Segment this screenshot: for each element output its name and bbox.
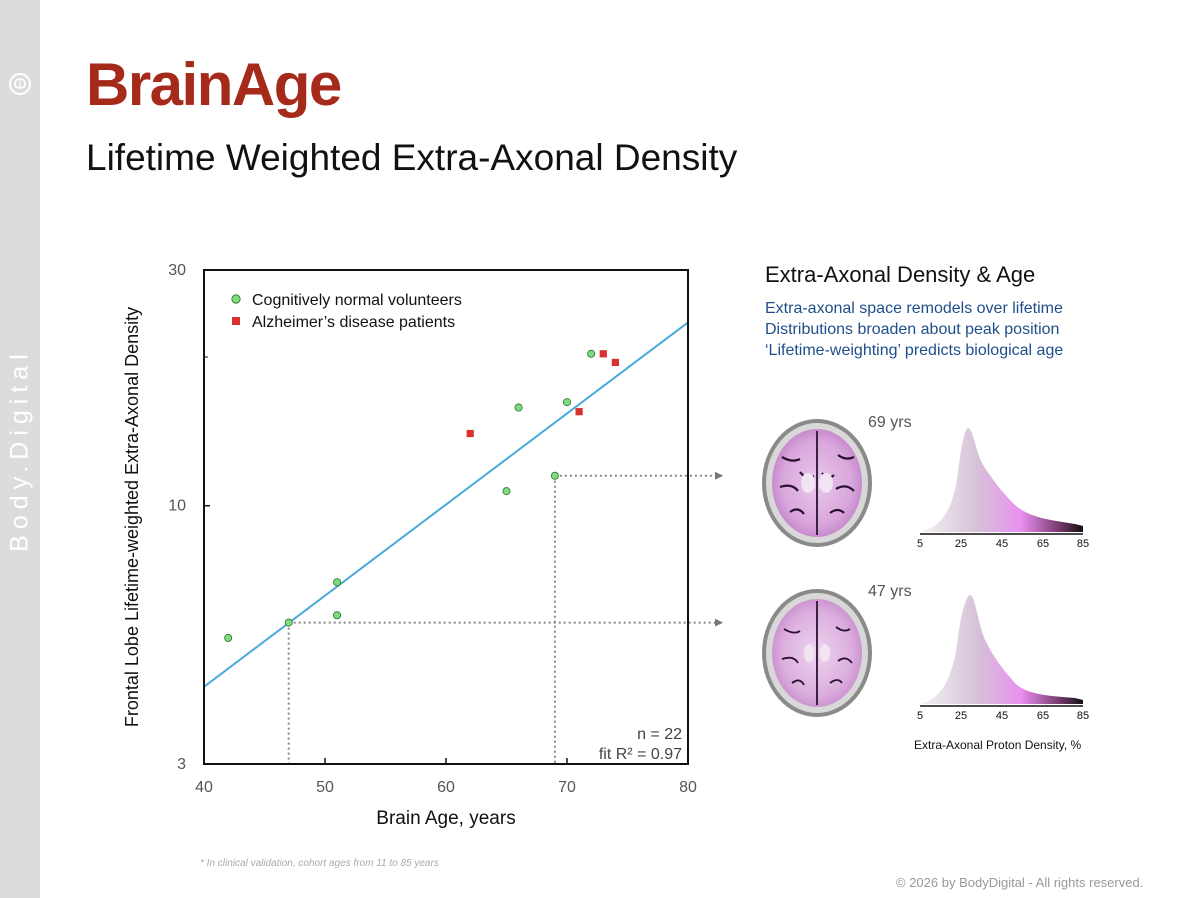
- legend: Cognitively normal volunteers Alzheimer’s…: [231, 292, 462, 331]
- data-point-normal: [284, 618, 293, 627]
- dist-tick-label: 85: [1077, 710, 1089, 722]
- bullet-item: ‘Lifetime-weighting’ predicts biological…: [765, 342, 1064, 359]
- dist-tick-label: 45: [996, 710, 1008, 722]
- dist-tick-label: 25: [955, 538, 967, 550]
- dist-tick-label: 25: [955, 710, 967, 722]
- data-point-normal: [587, 349, 596, 358]
- x-tick-label: 80: [679, 779, 697, 796]
- density-distribution-chart: 5 25 45 65 85: [917, 428, 1089, 550]
- y-tick-label: 30: [168, 262, 186, 279]
- data-point-normal: [224, 633, 233, 642]
- data-point-normal: [333, 611, 342, 620]
- legend-marker-normal: [231, 294, 241, 304]
- y-tick-label: 10: [168, 498, 186, 515]
- scan-age-label: 69 yrs: [868, 414, 912, 431]
- legend-marker-alzheimers: [232, 317, 240, 325]
- dist-tick-label: 85: [1077, 538, 1089, 550]
- side-panel-bullets: Extra-axonal space remodels over lifetim…: [765, 298, 1063, 361]
- plot-frame: [203, 269, 689, 765]
- data-point-normal: [562, 398, 571, 407]
- x-tick-label: 50: [316, 779, 334, 796]
- brain-logo-icon: [9, 73, 31, 95]
- scatter-chart: 40 50 60 70 80 3 10 30 Cognitively normal volun…: [122, 262, 723, 829]
- bullet-item: Distributions broaden about peak positio…: [765, 321, 1060, 338]
- data-point-normal: [514, 403, 523, 412]
- page-title: BrainAge: [86, 51, 342, 118]
- data-point-normal: [550, 471, 559, 480]
- page-subtitle: Lifetime Weighted Extra-Axonal Density: [86, 137, 738, 178]
- data-point-alzheimers: [466, 429, 474, 438]
- x-tick-label: 60: [437, 779, 455, 796]
- fit-r2-annotation: fit R² = 0.97: [599, 746, 682, 763]
- bullet-item: Extra-axonal space remodels over lifetim…: [765, 300, 1063, 317]
- x-tick-label: 40: [195, 779, 213, 796]
- data-point-alzheimers: [611, 358, 619, 367]
- density-distribution-chart: 5 25 45 65 85: [917, 595, 1089, 722]
- dist-tick-label: 45: [996, 538, 1008, 550]
- y-tick-label: 3: [177, 756, 186, 773]
- copyright: © 2026 by BodyDigital - All rights reser…: [896, 875, 1144, 890]
- scan-age-label: 47 yrs: [868, 583, 912, 600]
- fit-line: [203, 321, 689, 688]
- y-axis-title: Frontal Lobe Lifetime-weighted Extra-Axo…: [122, 307, 142, 727]
- x-tick-label: 70: [558, 779, 576, 796]
- dist-tick-label: 65: [1037, 710, 1049, 722]
- sidebar: Body.Digital: [0, 0, 40, 898]
- side-panel-heading: Extra-Axonal Density & Age: [765, 262, 1036, 287]
- data-point-normal: [333, 578, 342, 587]
- x-axis-title: Brain Age, years: [376, 808, 515, 829]
- data-point-alzheimers: [599, 350, 607, 358]
- dist-tick-label: 5: [917, 710, 923, 722]
- brain-scan-image: [762, 419, 872, 547]
- data-point-alzheimers: [575, 408, 583, 416]
- dist-tick-label: 5: [917, 538, 923, 550]
- dist-tick-label: 65: [1037, 538, 1049, 550]
- brain-scan-image: [762, 589, 872, 717]
- data-point-normal: [502, 487, 511, 496]
- sample-size-annotation: n = 22: [637, 726, 682, 743]
- legend-label: Alzheimer’s disease patients: [252, 314, 455, 331]
- legend-label: Cognitively normal volunteers: [252, 292, 462, 309]
- distribution-x-axis-label: Extra-Axonal Proton Density, %: [914, 738, 1082, 752]
- sidebar-brand: Body.Digital: [5, 348, 34, 552]
- footnote: * In clinical validation, cohort ages fr…: [200, 858, 439, 869]
